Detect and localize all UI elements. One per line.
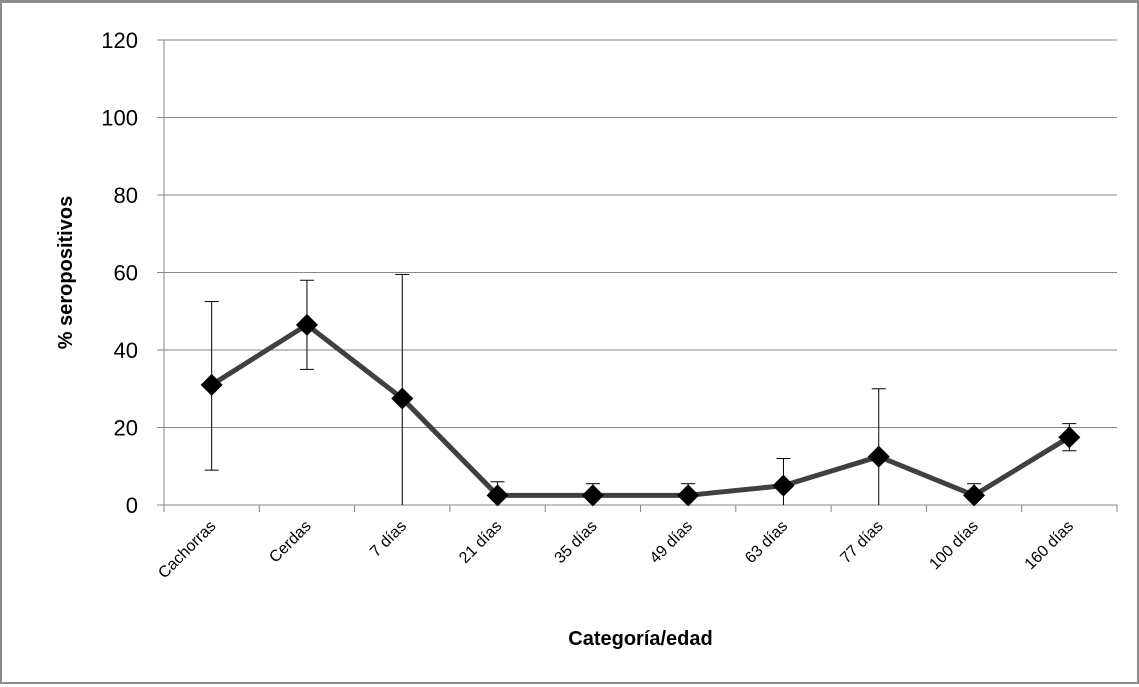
- data-point-marker: [677, 484, 700, 507]
- x-tick-label: 63 días: [742, 518, 791, 567]
- data-point-marker: [963, 484, 986, 507]
- line-chart: 0 20 40 60 80 100 120 Cachorras Cerdas 7 días 21 …: [55, 28, 1118, 650]
- y-tick-label: 60: [114, 261, 138, 286]
- data-point-marker: [581, 484, 604, 507]
- y-tick-label: 120: [101, 28, 138, 53]
- data-point-marker: [867, 445, 890, 468]
- data-point-marker: [772, 474, 795, 497]
- x-axis-title: Categoría/edad: [568, 628, 712, 650]
- data-point-marker: [200, 373, 223, 396]
- x-tick-label: 49 días: [647, 518, 696, 567]
- x-tick-label: 100 días: [926, 518, 981, 573]
- y-tick-label: 100: [101, 106, 138, 131]
- x-tick-label: 35 días: [552, 518, 601, 567]
- x-tick-label: Cachorras: [155, 518, 219, 582]
- gridlines: [164, 39, 1117, 428]
- y-tick-label: 20: [114, 416, 138, 441]
- data-point-marker: [486, 484, 509, 507]
- series-line: [210, 322, 1071, 498]
- x-tick-labels: Cachorras Cerdas 7 días 21 días 35 días 49 dí…: [155, 518, 1077, 582]
- series-polyline: [210, 322, 1071, 498]
- x-tick-label: 77 días: [837, 518, 886, 567]
- error-bars: [204, 273, 1077, 505]
- data-point-marker: [391, 387, 414, 410]
- data-point-marker: [295, 313, 318, 336]
- y-tick-label: 0: [126, 493, 138, 518]
- y-tick-label: 40: [114, 338, 138, 363]
- x-tick-label: Cerdas: [266, 518, 314, 566]
- x-tick-label: 21 días: [456, 518, 505, 567]
- data-points: [200, 313, 1081, 507]
- y-tick-labels: 0 20 40 60 80 100 120: [101, 28, 138, 518]
- y-tick-label: 80: [114, 183, 138, 208]
- axes: [157, 39, 1118, 512]
- x-tick-label: 160 días: [1022, 518, 1077, 573]
- x-tick-label: 7 días: [367, 518, 410, 561]
- y-axis-title: % seropositivos: [55, 196, 77, 349]
- data-point-marker: [1058, 426, 1081, 449]
